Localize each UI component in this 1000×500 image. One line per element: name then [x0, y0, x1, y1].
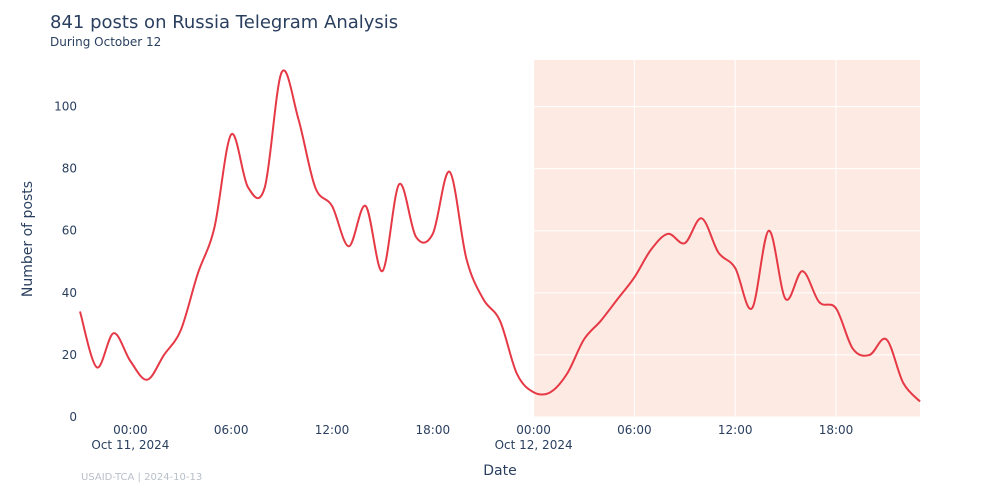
x-tick-label: 00:00	[516, 423, 551, 437]
highlight-region	[533, 60, 920, 417]
x-tick-date-label: Oct 12, 2024	[495, 438, 573, 452]
y-tick-label: 20	[62, 348, 77, 362]
x-axis-title: Date	[483, 463, 516, 479]
x-tick-label: 06:00	[617, 423, 652, 437]
y-axis-title: Number of posts	[20, 181, 36, 297]
chart-subtitle: During October 12	[50, 35, 162, 49]
chart-title: 841 posts on Russia Telegram Analysis	[50, 12, 399, 33]
y-tick-label: 100	[54, 100, 77, 114]
x-tick-date-label: Oct 11, 2024	[91, 438, 169, 452]
x-tick-label: 18:00	[416, 423, 451, 437]
posts-series-line[interactable]	[79, 69, 921, 403]
y-tick-label: 60	[62, 224, 77, 238]
x-tick-label: 12:00	[315, 423, 350, 437]
x-tick-label: 18:00	[819, 423, 854, 437]
y-tick-label: 80	[62, 162, 77, 176]
source-footer: USAID-TCA | 2024-10-13	[81, 472, 203, 483]
y-tick-label: 40	[62, 286, 77, 300]
x-tick-label: 06:00	[214, 423, 249, 437]
x-tick-label: 12:00	[718, 423, 753, 437]
y-tick-label: 0	[69, 410, 77, 424]
x-tick-label: 00:00	[113, 423, 148, 437]
